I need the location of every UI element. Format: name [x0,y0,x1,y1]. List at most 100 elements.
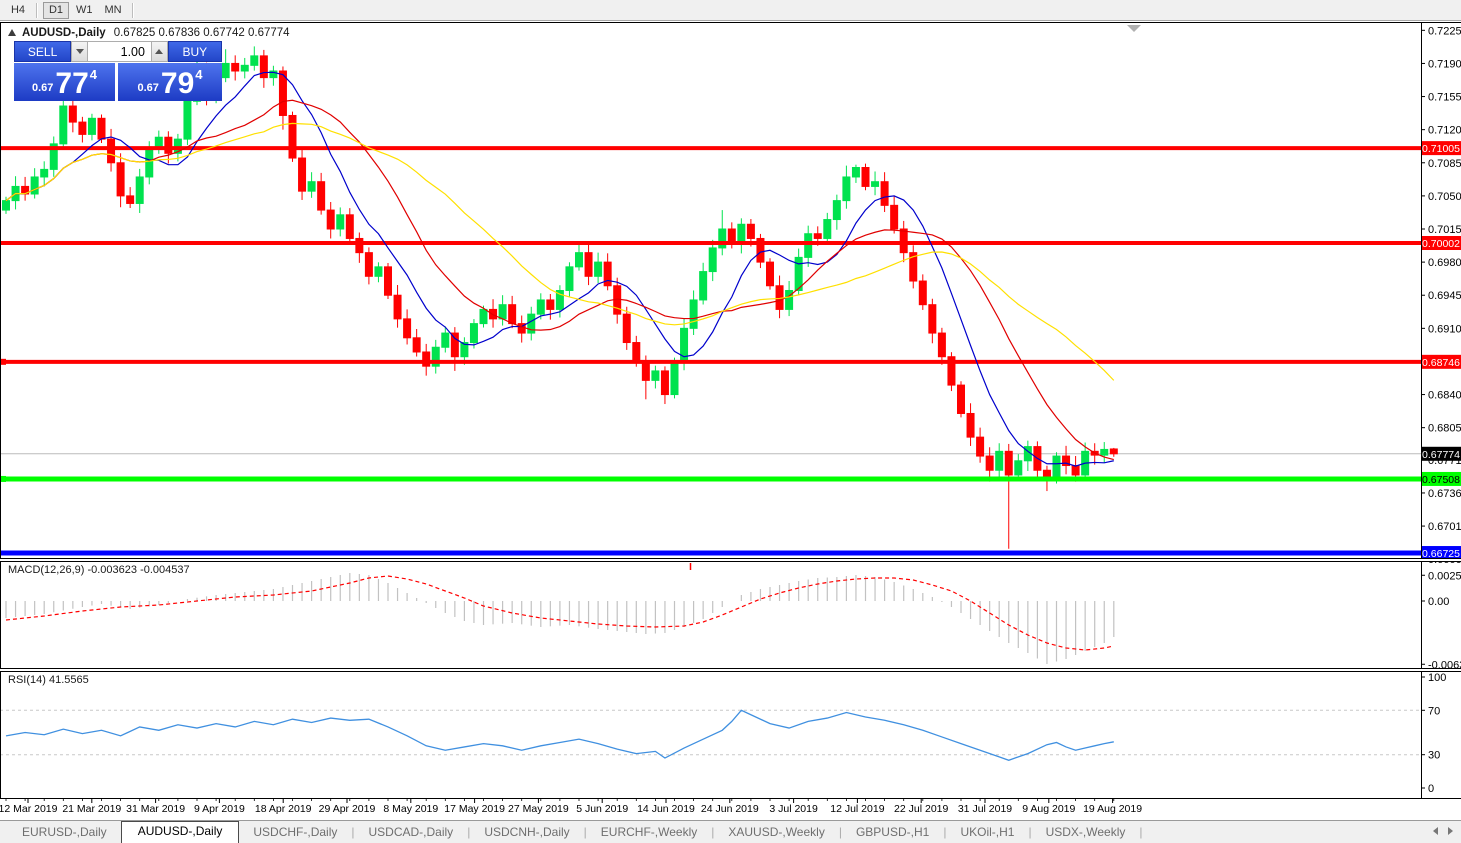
candle [641,360,650,381]
buy-button[interactable]: BUY [167,41,222,62]
date-label: 22 Jul 2019 [894,803,948,815]
sell-price-display[interactable]: 0.67 77 4 [14,63,115,101]
candle [355,237,364,254]
candle [278,70,287,116]
buy-price-display[interactable]: 0.67 79 4 [118,63,222,101]
timeframe-button-mn[interactable]: MN [100,2,127,19]
candle [1100,448,1109,456]
candle [345,214,354,239]
collapse-panel-icon[interactable] [8,29,16,36]
volume-input[interactable] [87,41,151,62]
tab-scroll-right-icon[interactable] [1448,827,1453,835]
tab-separator: | [1139,825,1143,839]
candle [1004,450,1013,476]
ma-fast-line [5,71,1114,467]
pane-separator-rsi[interactable] [0,668,1461,672]
candle [851,167,860,178]
date-label: 5 Jun 2019 [576,803,628,815]
candle [928,304,937,334]
candle [30,176,39,195]
volume-decrease-button[interactable] [71,41,88,62]
candle [584,252,593,277]
candle [307,181,316,192]
candle [594,261,603,277]
chart-tab-gbpusd[interactable]: GBPUSD-,H1 [855,825,930,839]
candle [317,181,326,211]
date-label: 31 Mar 2019 [126,803,185,815]
candle [164,136,173,154]
candle [890,204,899,230]
chart-tab-usdx[interactable]: USDX-,Weekly [1045,825,1126,839]
candle [660,370,669,396]
candle [985,455,994,471]
candle [909,252,918,282]
line-edge-marker[interactable] [0,358,6,365]
chart-tab-ukoil[interactable]: UKOil-,H1 [960,825,1015,839]
tab-scroll-arrows [1433,827,1453,835]
candle [221,62,230,79]
candle [536,299,545,315]
candle [269,70,278,79]
volume-increase-button[interactable] [150,41,168,62]
line-edge-marker[interactable] [0,475,6,482]
candle [957,384,965,414]
tab-separator: | [583,825,587,839]
candle [918,280,927,306]
pane-separator-macd[interactable] [0,558,1461,562]
candle [813,233,822,239]
chart-tab-usdcad[interactable]: USDCAD-,Daily [368,825,454,839]
chart-tab-eurusd[interactable]: EURUSD-,Daily [22,825,107,839]
candle [78,121,87,135]
tab-separator: | [711,825,715,839]
timeframe-toolbar: H4 D1 W1 MN [0,0,1461,21]
time-axis[interactable] [0,798,1421,818]
timeframe-button-d1[interactable]: D1 [43,1,69,19]
tab-scroll-left-icon[interactable] [1433,827,1438,835]
candle [250,55,259,66]
rsi-tick-label: 70 [1428,705,1440,717]
rsi-indicator-label: RSI(14) 41.5565 [8,674,89,686]
candle [737,223,746,244]
candle [412,337,421,353]
dock-arrow-icon[interactable] [1127,25,1141,32]
date-label: 8 May 2019 [383,803,438,815]
sell-price-main: 77 [55,67,89,100]
chart-tab-eurchf[interactable]: EURCHF-,Weekly [600,825,698,839]
line-price-label: 0.71005 [1422,143,1460,155]
candle [699,271,708,301]
candle [450,332,459,358]
chart-tab-audusd[interactable]: AUDUSD-,Daily [120,821,240,843]
candle [2,200,10,211]
candle [183,100,192,140]
candle [880,181,889,206]
candle [871,181,880,187]
date-label: 12 Jul 2019 [830,803,884,815]
candle [603,261,612,287]
symbol-name: AUDUSD-,Daily [22,26,106,39]
timeframe-button-w1[interactable]: W1 [71,2,98,19]
chart-tab-usdchf[interactable]: USDCHF-,Daily [253,825,338,839]
rsi-tick-label: 100 [1428,672,1446,684]
candle [546,299,555,310]
sell-button[interactable]: SELL [14,41,72,62]
candle [298,157,307,192]
price-axis[interactable] [1421,22,1461,798]
candle [708,247,717,273]
date-label: 9 Aug 2019 [1022,803,1075,815]
candle [68,105,77,123]
candle [403,318,412,339]
candle [135,176,144,204]
line-price-label-bg [1422,236,1461,251]
date-label: 19 Aug 2019 [1083,803,1142,815]
sell-price-prefix: 0.67 [31,82,54,94]
chart-tab-xauusd[interactable]: XAUUSD-,Weekly [728,825,825,839]
line-price-label-bg [1422,141,1461,156]
timeframe-button-h4[interactable]: H4 [5,2,31,19]
chart-tab-usdcnh[interactable]: USDCNH-,Daily [484,825,570,839]
